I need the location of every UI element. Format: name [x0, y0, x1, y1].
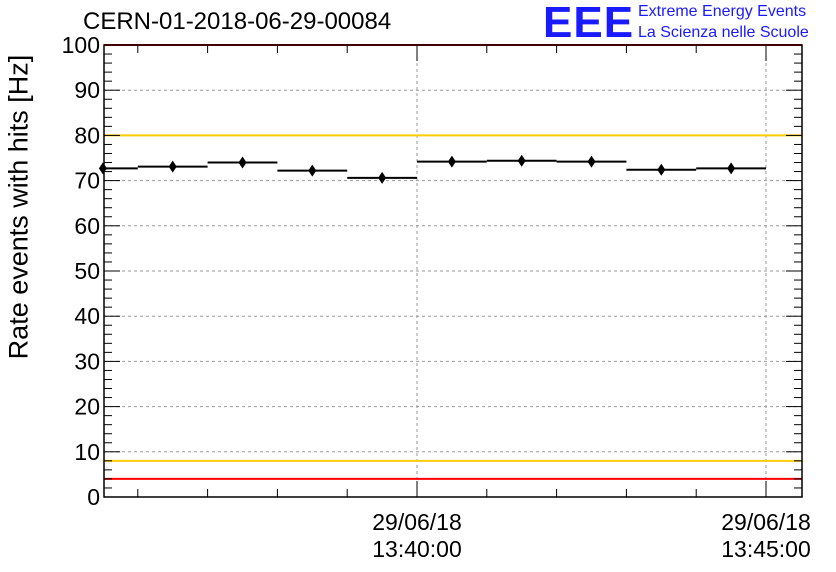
y-tick-label: 60: [74, 213, 100, 239]
logo-line-2: La Scienza nelle Scuole: [638, 24, 809, 41]
y-tick-label: 0: [87, 484, 100, 510]
data-series: [98, 154, 766, 184]
tick-labels: 010203040506070809010029/06/1813:40:0029…: [62, 32, 811, 562]
x-tick-label-date: 29/06/18: [372, 509, 462, 535]
data-point: [98, 162, 107, 175]
x-tick-label-date: 29/06/18: [721, 509, 811, 535]
y-tick-label: 20: [74, 394, 100, 420]
y-tick-label: 80: [74, 122, 100, 148]
axis-ticks: [104, 44, 802, 498]
y-tick-label: 50: [74, 258, 100, 284]
y-axis-label: Rate events with hits [Hz]: [3, 54, 34, 360]
data-point: [168, 160, 177, 173]
chart-title: CERN-01-2018-06-29-00084: [83, 8, 392, 35]
logo-line-1: Extreme Energy Events: [638, 3, 807, 20]
data-point: [727, 162, 736, 175]
data-point: [657, 163, 666, 176]
y-tick-label: 30: [74, 348, 100, 374]
data-point: [238, 156, 247, 169]
x-tick-label-time: 13:40:00: [372, 536, 462, 562]
reference-lines: [104, 44, 802, 480]
grid-lines: [104, 45, 802, 497]
data-point: [587, 155, 596, 168]
y-tick-label: 90: [74, 77, 100, 103]
data-point: [378, 171, 387, 184]
y-tick-label: 40: [74, 303, 100, 329]
x-tick-label-time: 13:45:00: [721, 536, 811, 562]
eee-logo: EEE: [543, 0, 635, 47]
data-point: [308, 164, 317, 177]
data-point: [447, 155, 456, 168]
data-point: [517, 154, 526, 167]
y-tick-label: 70: [74, 168, 100, 194]
y-tick-label: 10: [74, 439, 100, 465]
y-tick-label: 100: [62, 32, 100, 58]
